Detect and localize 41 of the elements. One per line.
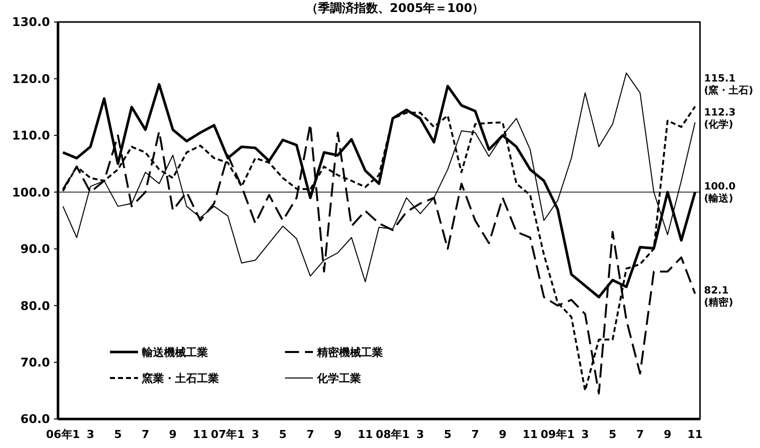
x-tick-label: 9 [498, 428, 506, 441]
x-tick-label: 11 [192, 428, 208, 441]
x-tick-label: 11 [522, 428, 538, 441]
x-tick-label: 3 [416, 428, 424, 441]
x-tick-label: 08年1 [376, 428, 410, 441]
x-tick-label: 5 [608, 428, 616, 441]
text: 115.1 (窯・土石) [704, 74, 754, 96]
x-tick-label: 9 [664, 428, 672, 441]
x-tick-label: 3 [86, 428, 94, 441]
y-tick-label: 90.0 [20, 242, 50, 256]
x-tick-label: 07年1 [210, 428, 245, 441]
x-tick-label: 9 [169, 428, 177, 441]
x-tick-label: 5 [444, 428, 452, 441]
text: 100.0 (輸送) [704, 182, 736, 204]
legend-label: 化学工業 [316, 372, 361, 385]
x-tick-label: 7 [471, 428, 480, 441]
x-tick-label: 5 [278, 428, 287, 441]
y-tick-label: 110.0 [12, 128, 50, 143]
y-tick-label: 70.0 [20, 355, 50, 370]
y-tick-label: 130.0 [12, 15, 50, 30]
x-tick-label: 9 [334, 428, 342, 441]
x-tick-label: 7 [306, 428, 314, 441]
x-tick-label: 06年1 [46, 428, 80, 441]
legend-label: 輸送機械工業 [141, 346, 208, 359]
y-tick-label: 100.0 [12, 185, 50, 200]
x-tick-label: 11 [358, 428, 373, 441]
text: 112.3 (化学) [704, 108, 736, 130]
x-tick-label: 3 [252, 428, 260, 441]
x-tick-label: 7 [636, 428, 644, 441]
x-tick-label: 3 [581, 428, 589, 441]
x-tick-label: 09年1 [540, 428, 575, 441]
x-tick-label: 11 [687, 428, 703, 441]
x-tick-label: 7 [142, 428, 150, 441]
y-tick-label: 80.0 [20, 298, 50, 313]
y-tick-label: 60.0 [20, 412, 50, 426]
x-tick-label: 5 [114, 428, 122, 441]
text: 82.1 (精密) [704, 286, 734, 308]
legend-label: 精密機械工業 [316, 346, 383, 359]
y-tick-label: 120.0 [12, 72, 50, 86]
legend-label: 窯業・土石工業 [141, 372, 219, 385]
chart-title: （季調済指数、2005年＝100） [306, 1, 484, 15]
